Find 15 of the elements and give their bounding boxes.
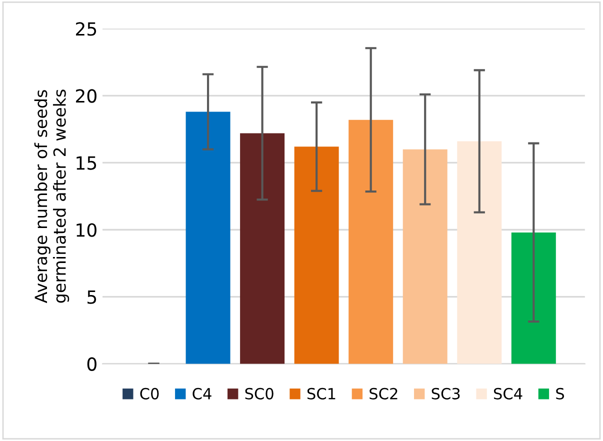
legend-label: SC4 [494, 388, 522, 400]
legend-label: SC0 [245, 388, 274, 400]
legend-label: S [556, 388, 564, 400]
y-tick-label: 15 [76, 156, 96, 170]
legend-label: SC2 [370, 388, 398, 400]
y-axis-title: Average number of seeds germinated after 2 weeks [34, 90, 70, 304]
y-tick-label: 20 [76, 89, 96, 103]
y-tick-label: 25 [76, 22, 96, 36]
legend-label: SC1 [307, 388, 336, 400]
legend-label: C4 [192, 388, 212, 400]
y-tick-label: 5 [88, 290, 96, 304]
y-tick-label: 10 [76, 223, 96, 237]
legend-label: SC3 [432, 388, 460, 400]
legend-label: C0 [140, 388, 159, 400]
y-tick-label: 0 [87, 357, 96, 371]
